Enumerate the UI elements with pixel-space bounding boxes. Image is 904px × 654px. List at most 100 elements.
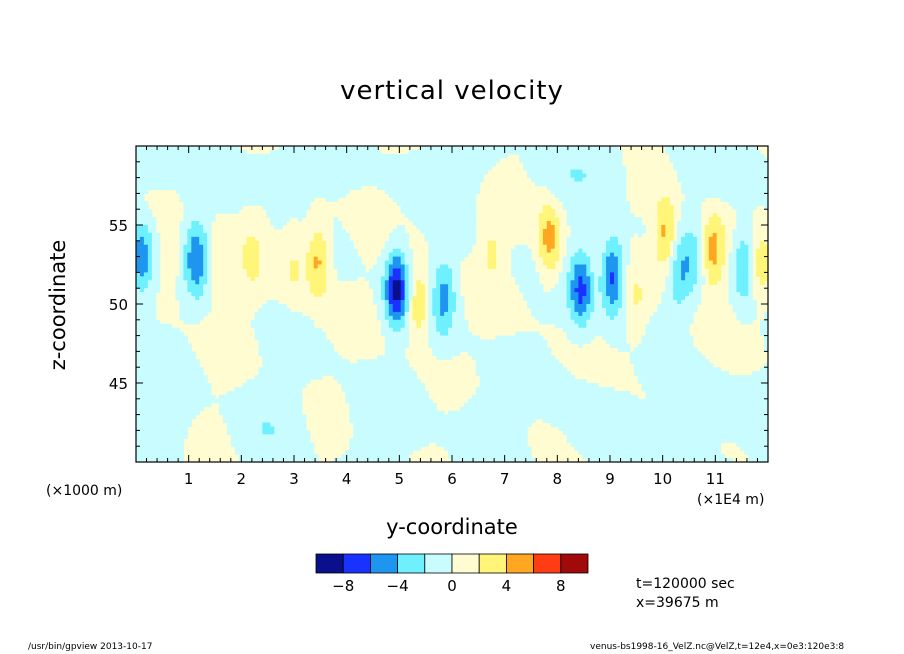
contour-cell bbox=[234, 149, 240, 155]
contour-cell bbox=[487, 343, 493, 349]
contour-cell bbox=[400, 209, 406, 214]
contour-cell bbox=[143, 165, 149, 171]
contour-cell bbox=[685, 165, 690, 171]
contour-cell bbox=[673, 292, 678, 297]
contour-cell bbox=[376, 165, 382, 171]
contour-cell bbox=[428, 161, 433, 167]
contour-cell bbox=[570, 173, 576, 179]
contour-cell bbox=[440, 339, 445, 345]
contour-cell bbox=[673, 248, 678, 254]
contour-cell bbox=[527, 149, 532, 155]
contour-cell bbox=[467, 347, 473, 352]
contour-cell bbox=[238, 153, 244, 159]
contour-cell bbox=[179, 311, 184, 317]
contour-cell bbox=[444, 213, 449, 218]
contour-cell bbox=[155, 165, 161, 171]
contour-cell bbox=[562, 284, 568, 289]
contour-cell bbox=[732, 260, 737, 266]
contour-cell bbox=[590, 185, 595, 191]
contour-cell bbox=[689, 173, 694, 179]
contour-cell bbox=[278, 221, 283, 226]
contour-cell bbox=[752, 311, 757, 317]
contour-cell bbox=[724, 173, 730, 179]
contour-cell bbox=[286, 331, 291, 337]
contour-cell bbox=[527, 335, 532, 341]
contour-cell bbox=[681, 177, 686, 183]
contour-cell bbox=[665, 197, 670, 202]
contour-cell bbox=[301, 161, 307, 167]
contour-cell bbox=[388, 157, 394, 163]
contour-cell bbox=[621, 292, 627, 297]
contour-cell bbox=[305, 157, 311, 163]
contour-cell bbox=[689, 264, 694, 270]
contour-cell bbox=[459, 181, 465, 187]
contour-cell bbox=[736, 225, 741, 230]
contour-cell bbox=[215, 201, 220, 206]
contour-cell bbox=[384, 300, 390, 305]
contour-cell bbox=[373, 264, 378, 270]
contour-cell bbox=[558, 307, 564, 313]
contour-cell bbox=[452, 347, 457, 352]
contour-cell bbox=[657, 252, 662, 258]
contour-cell bbox=[692, 201, 698, 206]
contour-cell bbox=[740, 300, 745, 305]
contour-cell bbox=[669, 264, 674, 270]
contour-cell bbox=[578, 260, 583, 266]
contour-cell bbox=[147, 244, 153, 250]
contour-cell bbox=[250, 264, 256, 270]
contour-cell bbox=[294, 319, 299, 325]
contour-cell bbox=[523, 268, 528, 273]
contour-cell bbox=[519, 264, 524, 270]
contour-cell bbox=[534, 311, 540, 317]
contour-cell bbox=[594, 300, 599, 305]
contour-cell bbox=[740, 169, 745, 175]
contour-cell bbox=[230, 161, 236, 167]
contour-cell bbox=[570, 209, 576, 214]
contour-cell bbox=[365, 157, 370, 163]
contour-cell bbox=[444, 217, 449, 222]
contour-cell bbox=[546, 232, 552, 238]
contour-cell bbox=[748, 161, 753, 167]
contour-cell bbox=[594, 189, 599, 194]
contour-cell bbox=[586, 236, 591, 242]
contour-cell bbox=[578, 185, 583, 191]
contour-cell bbox=[183, 232, 188, 238]
contour-cell bbox=[590, 157, 595, 163]
contour-cell bbox=[297, 149, 303, 155]
contour-cell bbox=[392, 157, 398, 163]
contour-cell bbox=[408, 296, 414, 301]
contour-cell bbox=[404, 236, 410, 242]
contour-cell bbox=[365, 153, 370, 159]
contour-cell bbox=[286, 319, 291, 325]
contour-cell bbox=[744, 244, 749, 250]
contour-cell bbox=[147, 165, 153, 171]
contour-cell bbox=[633, 288, 639, 293]
contour-cell bbox=[195, 284, 200, 289]
contour-cell bbox=[633, 217, 639, 222]
contour-cell bbox=[704, 240, 710, 246]
contour-cell bbox=[704, 189, 710, 194]
contour-cell bbox=[384, 177, 390, 183]
contour-cell bbox=[262, 331, 267, 337]
contour-cell bbox=[136, 149, 141, 155]
contour-cell bbox=[376, 288, 382, 293]
contour-cell bbox=[440, 307, 445, 313]
contour-cell bbox=[234, 205, 240, 210]
contour-cell bbox=[582, 169, 587, 175]
contour-cell bbox=[428, 335, 433, 341]
contour-cell bbox=[254, 331, 260, 337]
contour-cell bbox=[215, 193, 220, 198]
contour-cell bbox=[250, 197, 256, 202]
contour-cell bbox=[594, 228, 599, 234]
contour-cell bbox=[546, 296, 552, 301]
contour-cell bbox=[420, 177, 425, 183]
contour-cell bbox=[613, 300, 619, 305]
contour-cell bbox=[764, 335, 769, 341]
contour-cell bbox=[574, 153, 579, 159]
contour-cell bbox=[187, 292, 192, 297]
contour-cell bbox=[301, 185, 307, 191]
contour-cell bbox=[416, 307, 421, 313]
contour-cell bbox=[353, 260, 358, 266]
contour-cell bbox=[258, 177, 263, 183]
contour-cell bbox=[736, 169, 741, 175]
